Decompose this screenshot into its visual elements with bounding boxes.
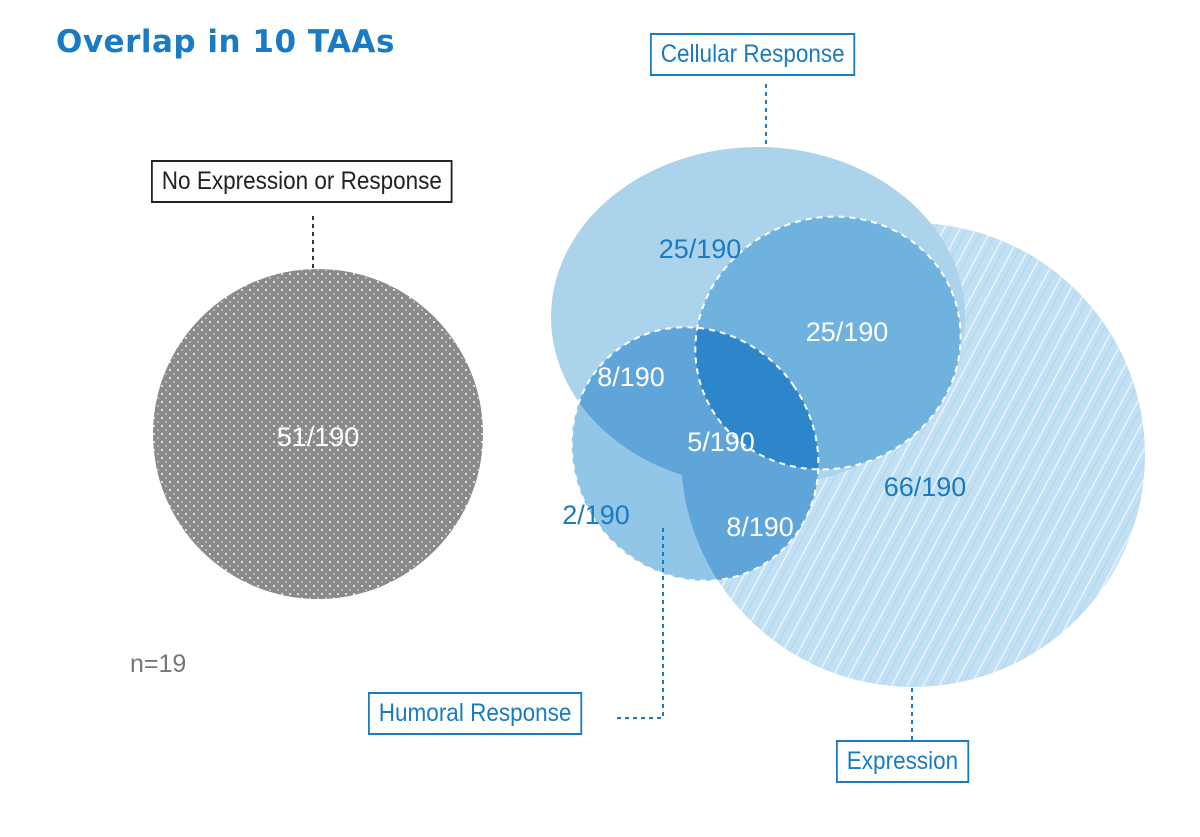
expression-only-value: 66/190 — [884, 472, 967, 502]
sample-size-note: n=19 — [130, 650, 187, 678]
all-three-value: 5/190 — [687, 427, 755, 457]
cellular-humoral-value: 8/190 — [597, 362, 665, 392]
humoral-only-value: 2/190 — [562, 500, 630, 530]
cellular-label: Cellular Response — [650, 33, 856, 76]
humoral-outline — [570, 326, 820, 582]
inner-overlap-outline — [694, 215, 962, 471]
cellular-only-value: 25/190 — [659, 234, 742, 264]
no-expression-circle — [153, 269, 483, 599]
cellular-expression-value: 25/190 — [806, 317, 889, 347]
humoral-expression-value: 8/190 — [726, 512, 794, 542]
page-title: Overlap in 10 TAAs — [56, 24, 395, 60]
expression-label: Expression — [836, 740, 969, 783]
no-expression-value: 51/190 — [277, 422, 360, 452]
humoral-label: Humoral Response — [368, 692, 583, 735]
no-expression-label: No Expression or Response — [151, 160, 453, 203]
